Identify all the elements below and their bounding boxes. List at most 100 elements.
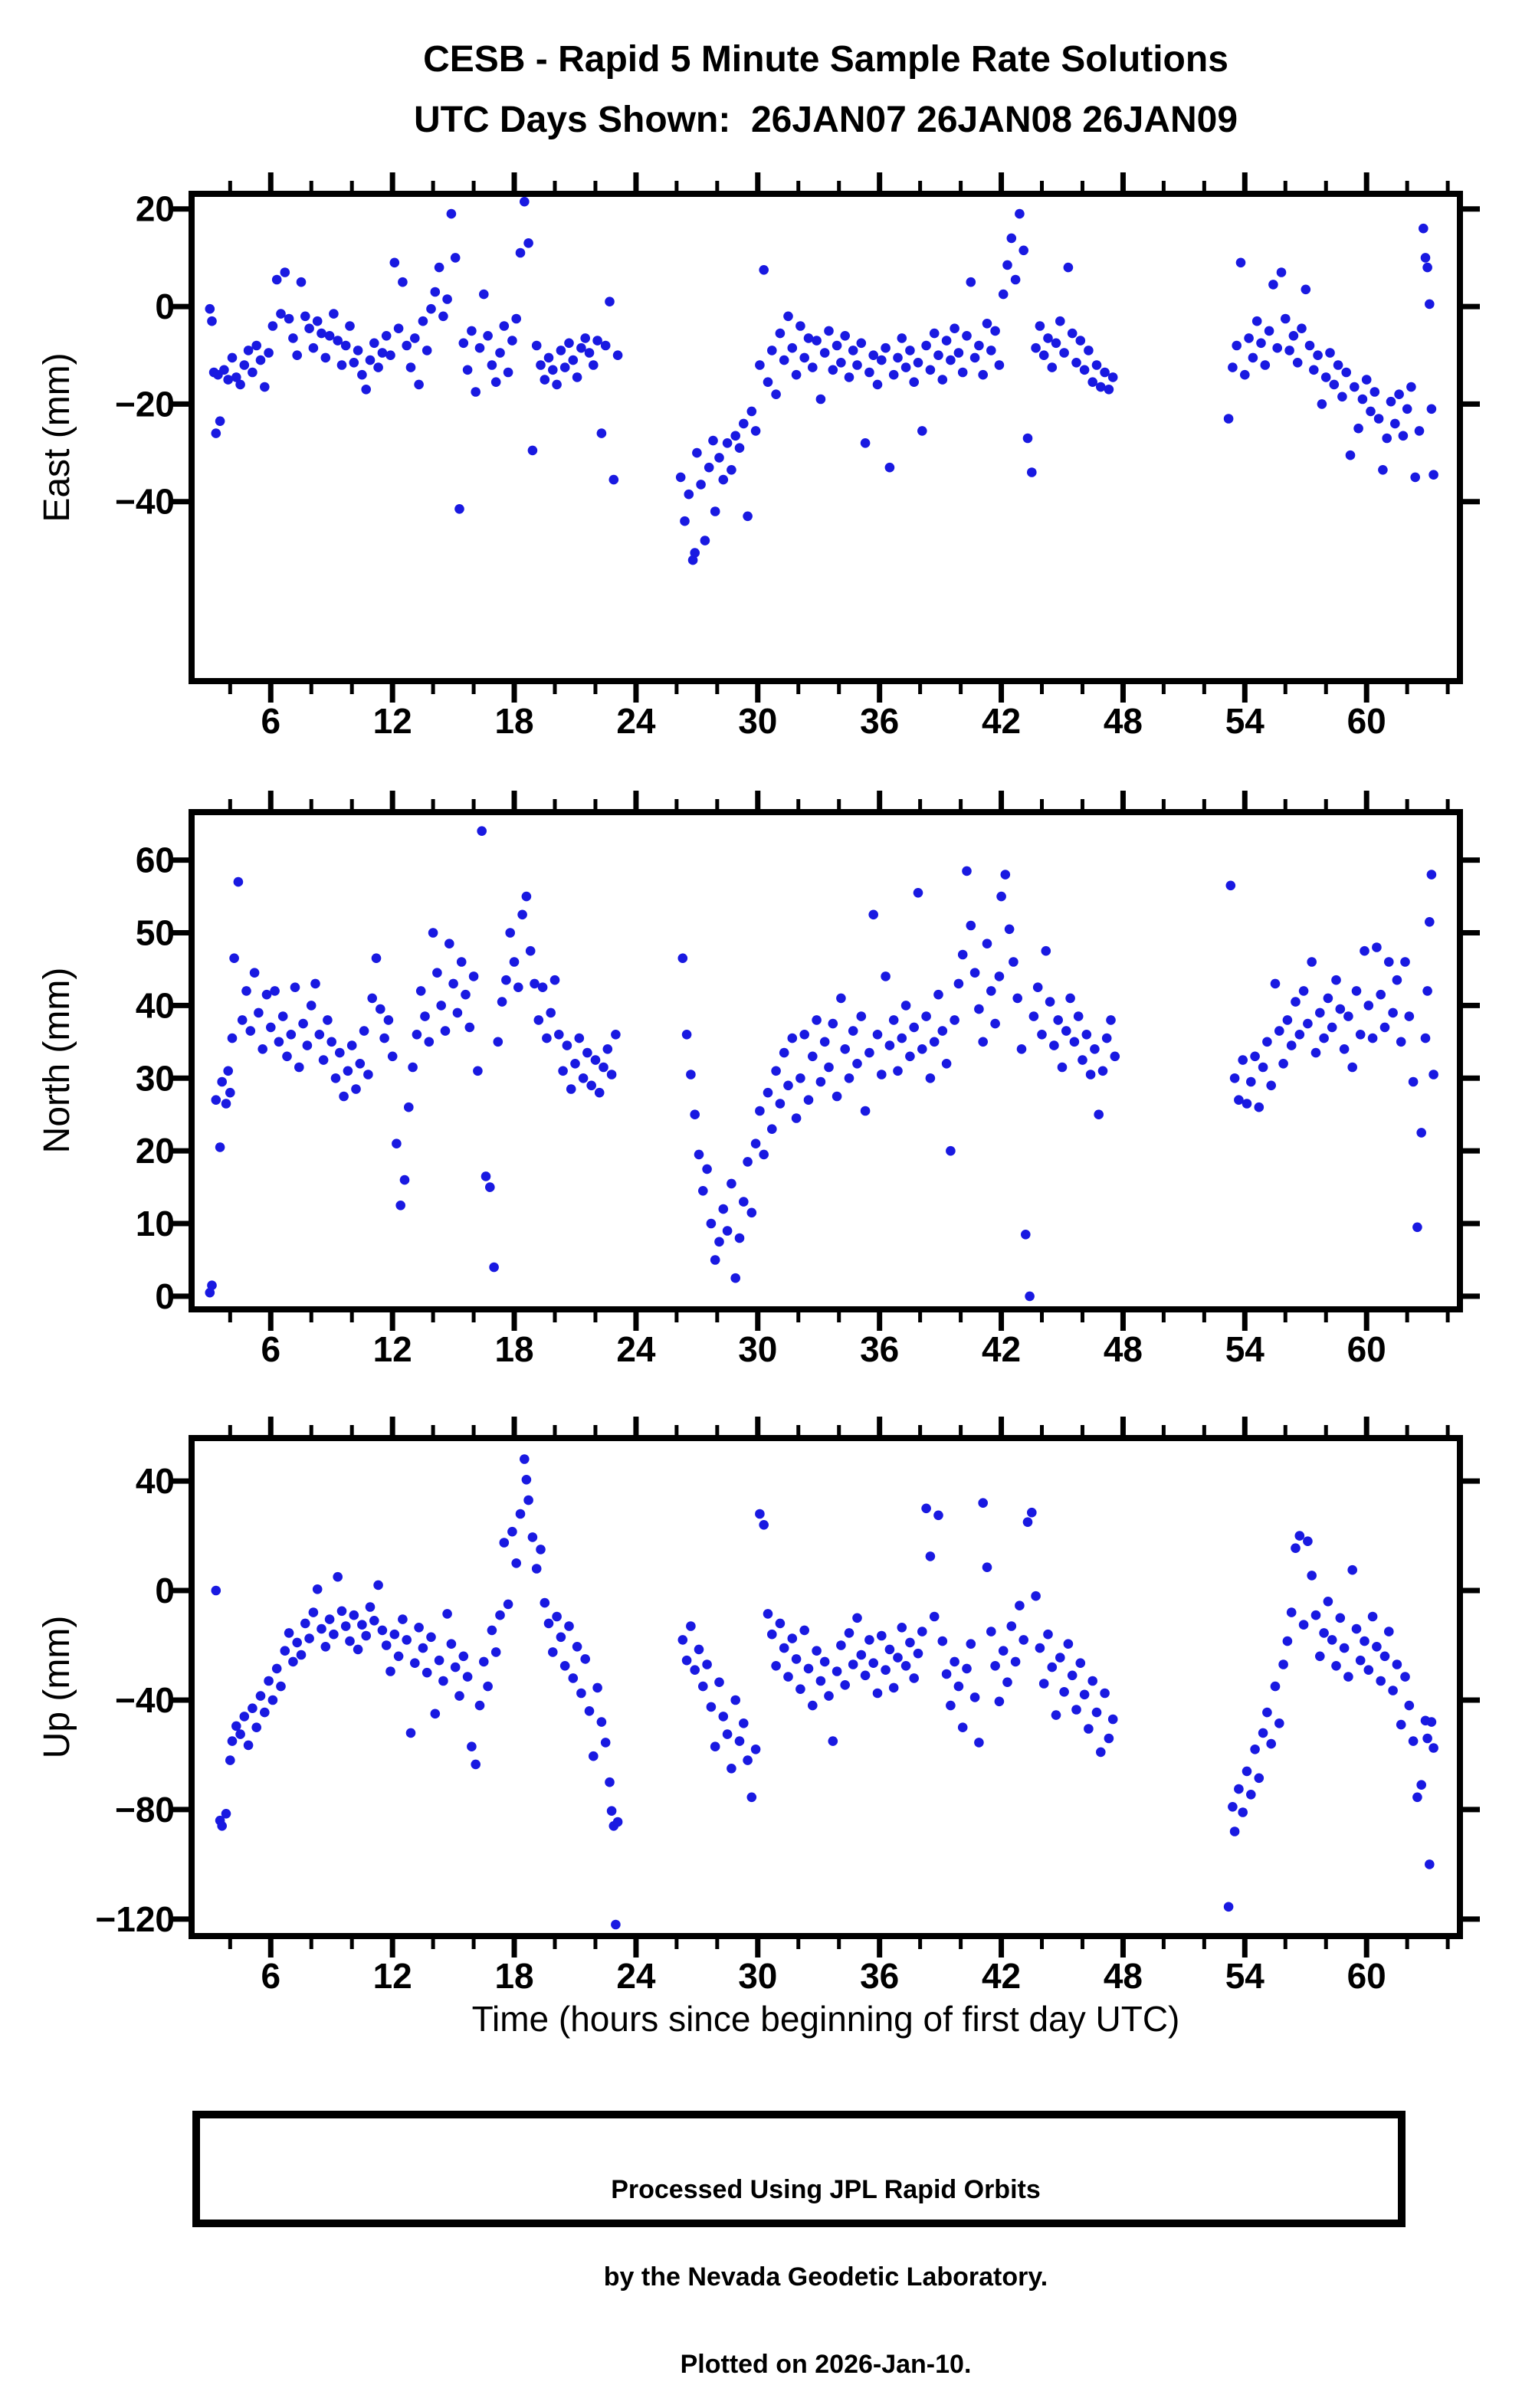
data-point xyxy=(1367,1033,1378,1043)
data-point xyxy=(458,1651,469,1662)
data-point xyxy=(937,1026,948,1036)
data-point xyxy=(1396,1037,1406,1047)
data-point xyxy=(832,1666,842,1676)
east-ticks xyxy=(172,172,1480,703)
data-point xyxy=(568,355,579,365)
data-point xyxy=(1254,1773,1265,1784)
data-point xyxy=(824,1691,834,1701)
data-point xyxy=(694,1644,704,1655)
data-point xyxy=(909,377,919,388)
data-point xyxy=(877,355,887,365)
data-point xyxy=(513,982,523,992)
data-point xyxy=(392,1138,402,1148)
data-point xyxy=(365,1602,376,1612)
data-point xyxy=(767,1124,777,1134)
data-point xyxy=(543,1618,554,1629)
data-point xyxy=(1107,1714,1118,1725)
data-point xyxy=(974,1004,984,1014)
data-point xyxy=(515,247,526,258)
data-point xyxy=(479,1656,489,1667)
data-point xyxy=(507,336,517,346)
data-point xyxy=(473,1066,483,1076)
data-point xyxy=(1351,986,1362,996)
data-point xyxy=(1065,993,1075,1004)
data-point xyxy=(471,387,481,397)
data-point xyxy=(458,338,469,349)
data-point xyxy=(832,340,842,351)
data-point xyxy=(489,1262,499,1273)
data-point xyxy=(520,1454,530,1464)
data-point xyxy=(1104,1733,1114,1744)
data-point xyxy=(1339,1044,1350,1054)
data-point xyxy=(499,1538,510,1548)
data-point xyxy=(681,1655,692,1666)
data-point xyxy=(1063,262,1074,273)
data-point xyxy=(418,316,428,326)
data-point xyxy=(998,1646,1009,1656)
data-point xyxy=(836,1640,846,1650)
data-point xyxy=(1310,1610,1321,1620)
data-point xyxy=(233,876,244,887)
up-xtick-label: 18 xyxy=(494,1956,533,1996)
data-point xyxy=(404,1102,414,1112)
data-point xyxy=(714,1237,724,1247)
data-point xyxy=(856,1011,867,1021)
data-point xyxy=(415,986,426,996)
data-point xyxy=(1096,1747,1106,1758)
data-point xyxy=(521,1475,532,1485)
data-point xyxy=(1379,1022,1390,1033)
data-point xyxy=(1315,1651,1325,1662)
data-point xyxy=(852,1613,862,1623)
data-point xyxy=(1240,369,1250,380)
data-point xyxy=(379,1033,389,1043)
data-point xyxy=(917,1627,927,1636)
data-point xyxy=(509,957,520,967)
data-point xyxy=(1400,1672,1410,1682)
data-point xyxy=(1228,1802,1238,1812)
data-point xyxy=(852,1059,862,1069)
data-point xyxy=(1096,382,1106,392)
data-point xyxy=(1071,358,1081,368)
data-point xyxy=(884,462,895,473)
data-point xyxy=(1408,1076,1419,1087)
data-point xyxy=(933,989,943,1000)
data-point xyxy=(994,1696,1005,1707)
data-point xyxy=(1264,326,1274,336)
data-point xyxy=(763,377,773,388)
data-point xyxy=(474,1700,485,1711)
data-point xyxy=(803,1663,814,1674)
data-point xyxy=(608,474,619,485)
data-point xyxy=(1281,313,1291,324)
data-point xyxy=(1366,406,1376,417)
data-point xyxy=(462,365,473,375)
data-point xyxy=(1416,1780,1426,1790)
data-point xyxy=(371,953,382,963)
data-point xyxy=(941,1059,952,1069)
data-point xyxy=(405,1728,416,1738)
data-point xyxy=(468,971,479,981)
data-point xyxy=(1396,1719,1406,1730)
data-point xyxy=(430,287,441,297)
data-point xyxy=(704,462,714,473)
data-point xyxy=(271,1663,282,1674)
data-point xyxy=(953,1681,964,1692)
data-point xyxy=(596,428,607,438)
data-point xyxy=(1107,372,1118,382)
data-point xyxy=(377,1625,388,1636)
data-point xyxy=(558,1066,568,1076)
data-point xyxy=(542,1033,552,1043)
data-point xyxy=(600,1738,611,1748)
data-point xyxy=(1274,1718,1284,1728)
data-point xyxy=(978,369,988,380)
data-point xyxy=(819,1656,830,1667)
data-point xyxy=(819,348,830,358)
data-point xyxy=(446,208,457,219)
data-point xyxy=(1100,367,1110,378)
data-point xyxy=(211,1585,221,1596)
data-point xyxy=(730,1273,740,1283)
data-point xyxy=(888,1682,899,1693)
north-frame xyxy=(189,809,1463,1312)
data-point xyxy=(306,1001,317,1011)
data-point xyxy=(690,1109,700,1119)
data-point xyxy=(292,350,303,361)
